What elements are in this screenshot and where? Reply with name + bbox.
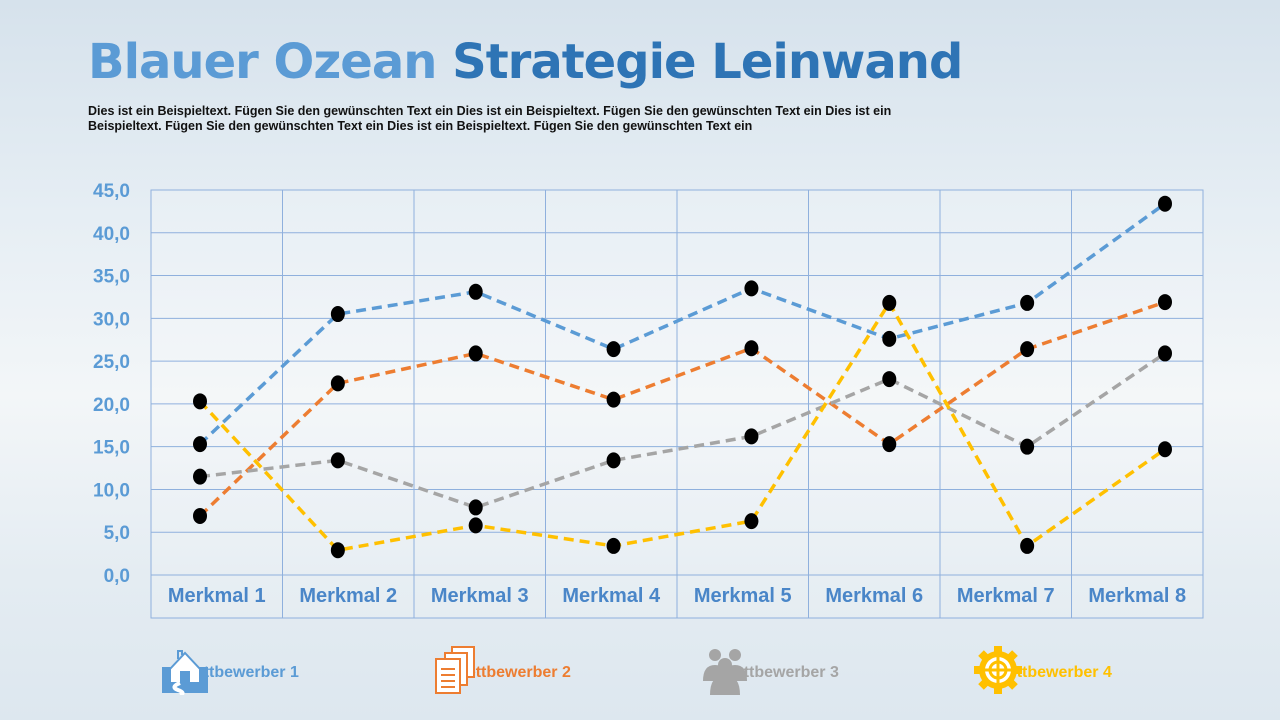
data-point [193,436,207,453]
data-point [1020,537,1035,554]
data-point [744,428,759,445]
y-tick-label: 10,0 [93,480,130,501]
legend-label: Wettbewerber 1 [180,663,299,681]
data-point [1158,195,1172,212]
title-part-2: Strategie Leinwand [452,34,963,90]
y-tick-label: 40,0 [93,224,130,245]
y-tick-label: 35,0 [93,267,130,288]
data-point [193,468,207,485]
data-point [606,452,621,469]
y-tick-label: 0,0 [104,566,130,587]
data-point [193,507,207,524]
legend-item: Wettbewerber 4 [973,645,1112,700]
data-point [1020,438,1035,455]
data-point [193,393,207,410]
data-point [882,330,897,347]
y-tick-label: 25,0 [93,352,130,373]
x-tick-label: Merkmal 1 [168,585,266,607]
x-tick-label: Merkmal 7 [957,585,1055,607]
data-point [744,513,759,530]
x-tick-label: Merkmal 6 [825,585,923,607]
data-point [1158,441,1172,458]
description: Dies ist ein Beispieltext. Fügen Sie den… [88,104,892,133]
y-tick-label: 15,0 [93,438,130,459]
data-point [330,306,345,323]
data-point [468,499,483,516]
data-point [330,542,345,559]
x-tick-label: Merkmal 2 [299,585,397,607]
data-point [1158,345,1172,362]
data-point [330,452,345,469]
data-point [468,345,483,362]
legend-label: Wettbewerber 2 [452,663,571,681]
data-point [468,517,483,534]
series-line-wettbewerber-4 [198,299,1167,553]
page-title: Blauer Ozean Strategie Leinwand [88,34,963,90]
title-part-1: Blauer Ozean [88,34,437,90]
legend-label: Wettbewerber 3 [720,663,839,681]
legend-item: Wettbewerber 2 [432,645,571,700]
x-tick-label: Merkmal 5 [694,585,792,607]
data-point [882,436,897,453]
data-point [330,375,345,392]
data-point [1020,341,1035,358]
legend-item: Wettbewerber 1 [160,645,299,700]
data-point [468,283,483,300]
legend-label: Wettbewerber 4 [993,663,1112,681]
y-tick-label: 20,0 [93,395,130,416]
x-tick-label: Merkmal 4 [562,585,661,607]
legend-item: Wettbewerber 3 [700,645,839,700]
x-tick-label: Merkmal 8 [1088,585,1186,607]
y-tick-label: 5,0 [104,523,130,544]
data-point [882,371,897,388]
y-tick-label: 30,0 [93,309,130,330]
series-line-wettbewerber-3 [199,351,1166,510]
y-tick-label: 45,0 [93,181,130,202]
data-point [1158,294,1172,311]
series-line-wettbewerber-2 [198,300,1166,518]
data-point [882,294,897,311]
data-point [606,391,621,408]
series-line-wettbewerber-1 [198,202,1167,446]
data-point [606,341,621,358]
data-point [744,280,759,297]
data-point [1020,294,1035,311]
data-point [744,340,759,357]
x-tick-label: Merkmal 3 [431,585,529,607]
data-point [606,537,621,554]
